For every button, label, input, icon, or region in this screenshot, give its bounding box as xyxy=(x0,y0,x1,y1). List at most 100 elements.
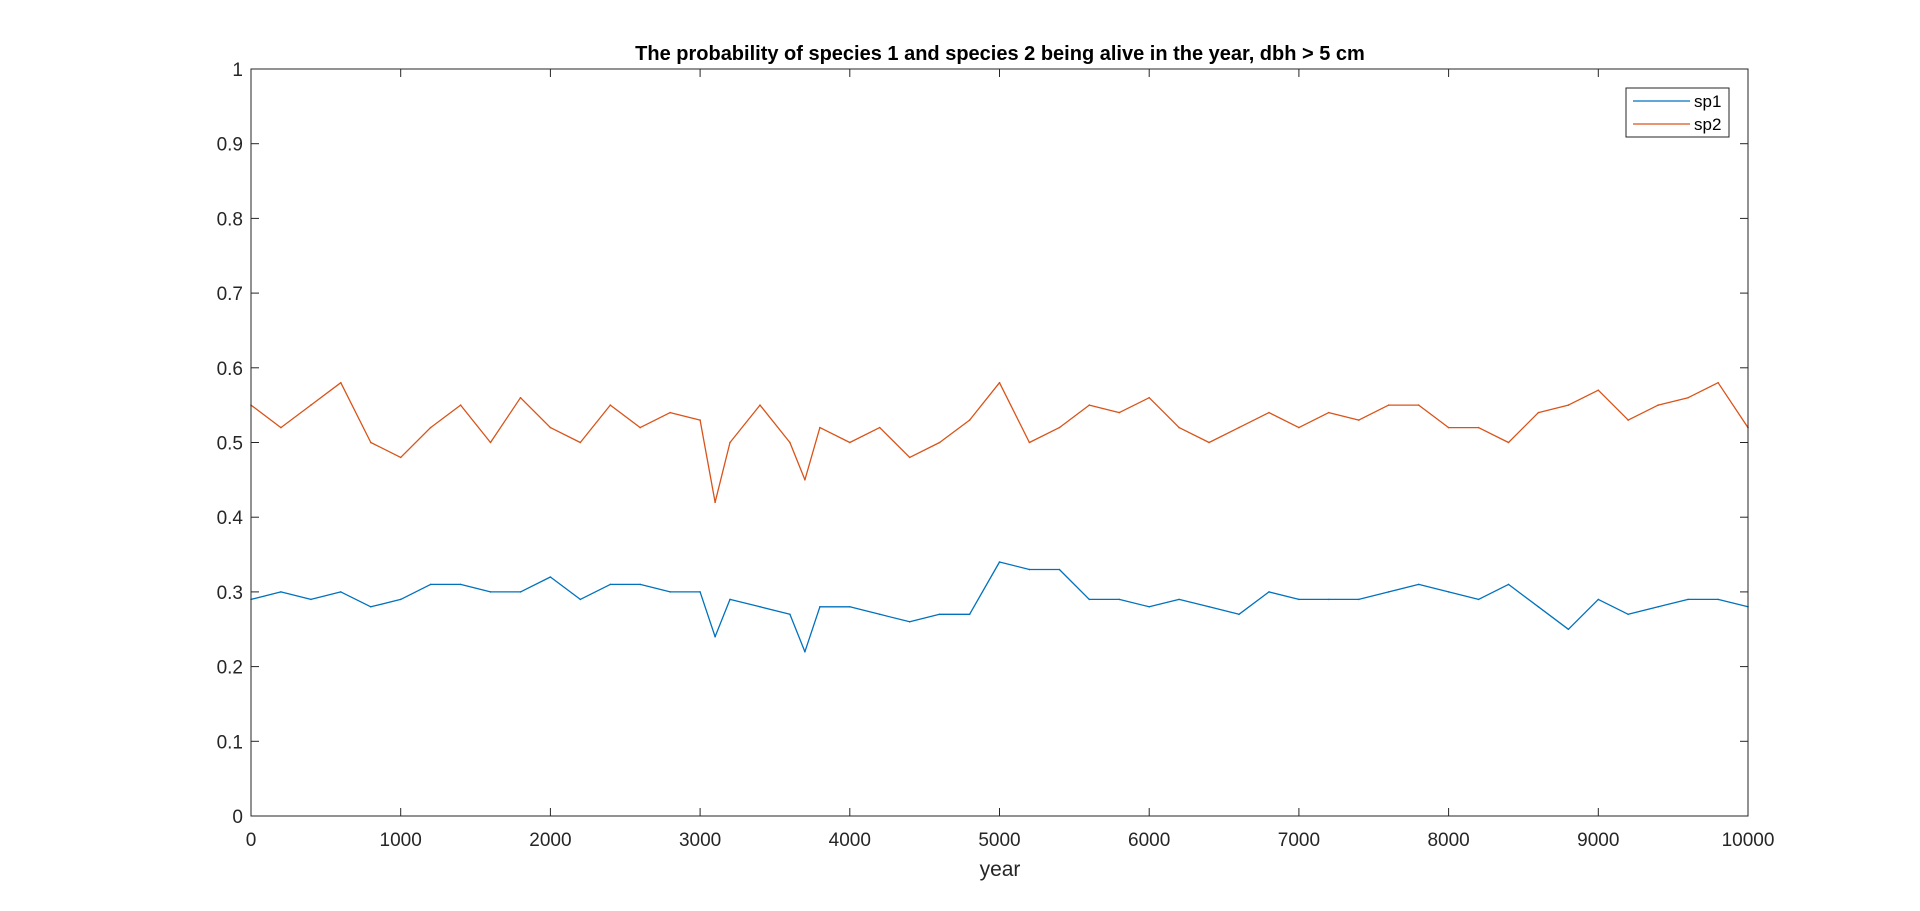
legend-box xyxy=(1625,87,1730,138)
data-point-sp1 xyxy=(878,613,881,616)
x-tick-label: 0 xyxy=(246,830,257,851)
x-axis-label: year xyxy=(980,858,1021,881)
data-point-sp1 xyxy=(908,621,911,623)
data-point-sp1 xyxy=(1447,591,1450,593)
data-point-sp2 xyxy=(459,404,462,406)
data-point-sp1 xyxy=(1507,583,1510,586)
x-tick-label: 5000 xyxy=(978,830,1020,851)
data-point-sp2 xyxy=(1717,381,1719,384)
axes-frame xyxy=(250,68,1749,817)
data-point-sp1 xyxy=(1687,598,1689,601)
y-tick-label: 0.8 xyxy=(217,209,243,230)
data-point-sp2 xyxy=(729,441,731,444)
legend-label-sp1: sp1 xyxy=(1694,92,1721,111)
data-point-sp1 xyxy=(489,591,492,593)
data-point-sp2 xyxy=(1597,389,1600,392)
data-point-sp1 xyxy=(519,591,522,593)
data-point-sp2 xyxy=(1417,404,1420,406)
data-point-sp2 xyxy=(579,441,582,444)
y-tick-label: 0.5 xyxy=(217,434,243,455)
y-tick-label: 0.4 xyxy=(217,508,244,529)
data-point-sp2 xyxy=(714,501,716,504)
data-point-sp2 xyxy=(399,456,402,459)
data-point-sp1 xyxy=(579,598,582,601)
data-point-sp1 xyxy=(1537,606,1540,608)
data-point-sp2 xyxy=(759,404,761,406)
axes-ticks: 0 1000 2000 3000 4000 5000 6000 7000 8000 9000 100… xyxy=(217,60,1775,851)
data-point-sp1 xyxy=(938,613,941,616)
data-point-sp1 xyxy=(729,598,731,601)
data-point-sp2 xyxy=(639,426,641,429)
x-tick-label: 4000 xyxy=(829,830,871,851)
data-point-sp2 xyxy=(1447,426,1450,429)
data-point-sp1 xyxy=(1387,591,1390,593)
data-point-sp2 xyxy=(1058,426,1061,429)
data-point-sp1 xyxy=(804,650,806,653)
x-tick-label: 8000 xyxy=(1427,830,1469,851)
data-point-sp1 xyxy=(1238,613,1240,616)
data-point-sp2 xyxy=(429,426,432,429)
data-point-sp1 xyxy=(1657,606,1659,608)
data-point-sp2 xyxy=(819,426,821,429)
x-tick-label: 6000 xyxy=(1128,830,1170,851)
data-point-sp2 xyxy=(1028,441,1031,444)
data-point-sp2 xyxy=(849,441,851,444)
x-tick-label: 7000 xyxy=(1278,830,1320,851)
data-point-sp1 xyxy=(699,591,701,593)
x-tick-label: 10000 xyxy=(1722,830,1775,851)
data-point-sp1 xyxy=(549,576,552,578)
data-point-sp1 xyxy=(1148,606,1150,608)
data-point-sp1 xyxy=(1477,598,1480,601)
data-point-sp1 xyxy=(1298,598,1300,601)
data-point-sp1 xyxy=(1417,583,1420,586)
data-point-sp1 xyxy=(1358,598,1360,601)
data-point-sp2 xyxy=(789,441,791,444)
data-point-sp1 xyxy=(280,591,282,593)
data-point-sp2 xyxy=(908,456,911,459)
y-tick-label: 1 xyxy=(232,60,243,81)
data-point-sp2 xyxy=(1358,419,1360,421)
data-point-sp2 xyxy=(310,404,312,406)
data-point-sp2 xyxy=(938,441,941,444)
legend: sp1 sp2 xyxy=(1625,87,1730,138)
series-layer xyxy=(250,381,1749,653)
data-point-sp2 xyxy=(340,381,342,384)
chart-title: The probability of species 1 and species… xyxy=(635,43,1365,65)
data-point-sp2 xyxy=(699,419,701,421)
data-point-sp1 xyxy=(1627,613,1629,616)
data-point-sp1 xyxy=(968,613,971,616)
data-point-sp2 xyxy=(609,404,612,406)
data-point-sp2 xyxy=(1178,426,1180,429)
data-point-sp1 xyxy=(459,583,462,586)
data-point-sp2 xyxy=(1238,426,1240,429)
data-point-sp1 xyxy=(1208,606,1210,608)
data-point-sp1 xyxy=(1118,598,1121,601)
data-point-sp2 xyxy=(1118,411,1121,414)
data-point-sp2 xyxy=(669,411,671,414)
data-point-sp1 xyxy=(759,606,761,608)
data-point-sp2 xyxy=(804,479,806,481)
data-point-sp2 xyxy=(1298,426,1300,429)
y-tick-label: 0.3 xyxy=(217,583,243,604)
legend-label-sp2: sp2 xyxy=(1694,115,1721,134)
x-tick-label: 1000 xyxy=(380,830,422,851)
data-point-sp2 xyxy=(1268,411,1270,414)
x-tick-label: 3000 xyxy=(679,830,721,851)
data-point-sp1 xyxy=(789,613,791,616)
data-point-sp1 xyxy=(714,635,716,638)
data-point-sp2 xyxy=(1537,411,1540,414)
y-tick-label: 0.6 xyxy=(217,359,243,380)
y-tick-label: 0 xyxy=(232,807,243,828)
data-point-sp1 xyxy=(1028,568,1031,571)
data-point-sp1 xyxy=(1058,568,1061,571)
data-point-sp2 xyxy=(1657,404,1659,406)
data-point-sp1 xyxy=(310,598,312,601)
data-point-sp1 xyxy=(1717,598,1719,601)
data-point-sp1 xyxy=(429,583,432,586)
data-point-sp1 xyxy=(669,591,671,593)
data-point-sp2 xyxy=(1208,441,1210,444)
data-point-sp2 xyxy=(1687,396,1689,399)
data-point-sp2 xyxy=(370,441,372,444)
data-point-sp1 xyxy=(998,561,1001,563)
